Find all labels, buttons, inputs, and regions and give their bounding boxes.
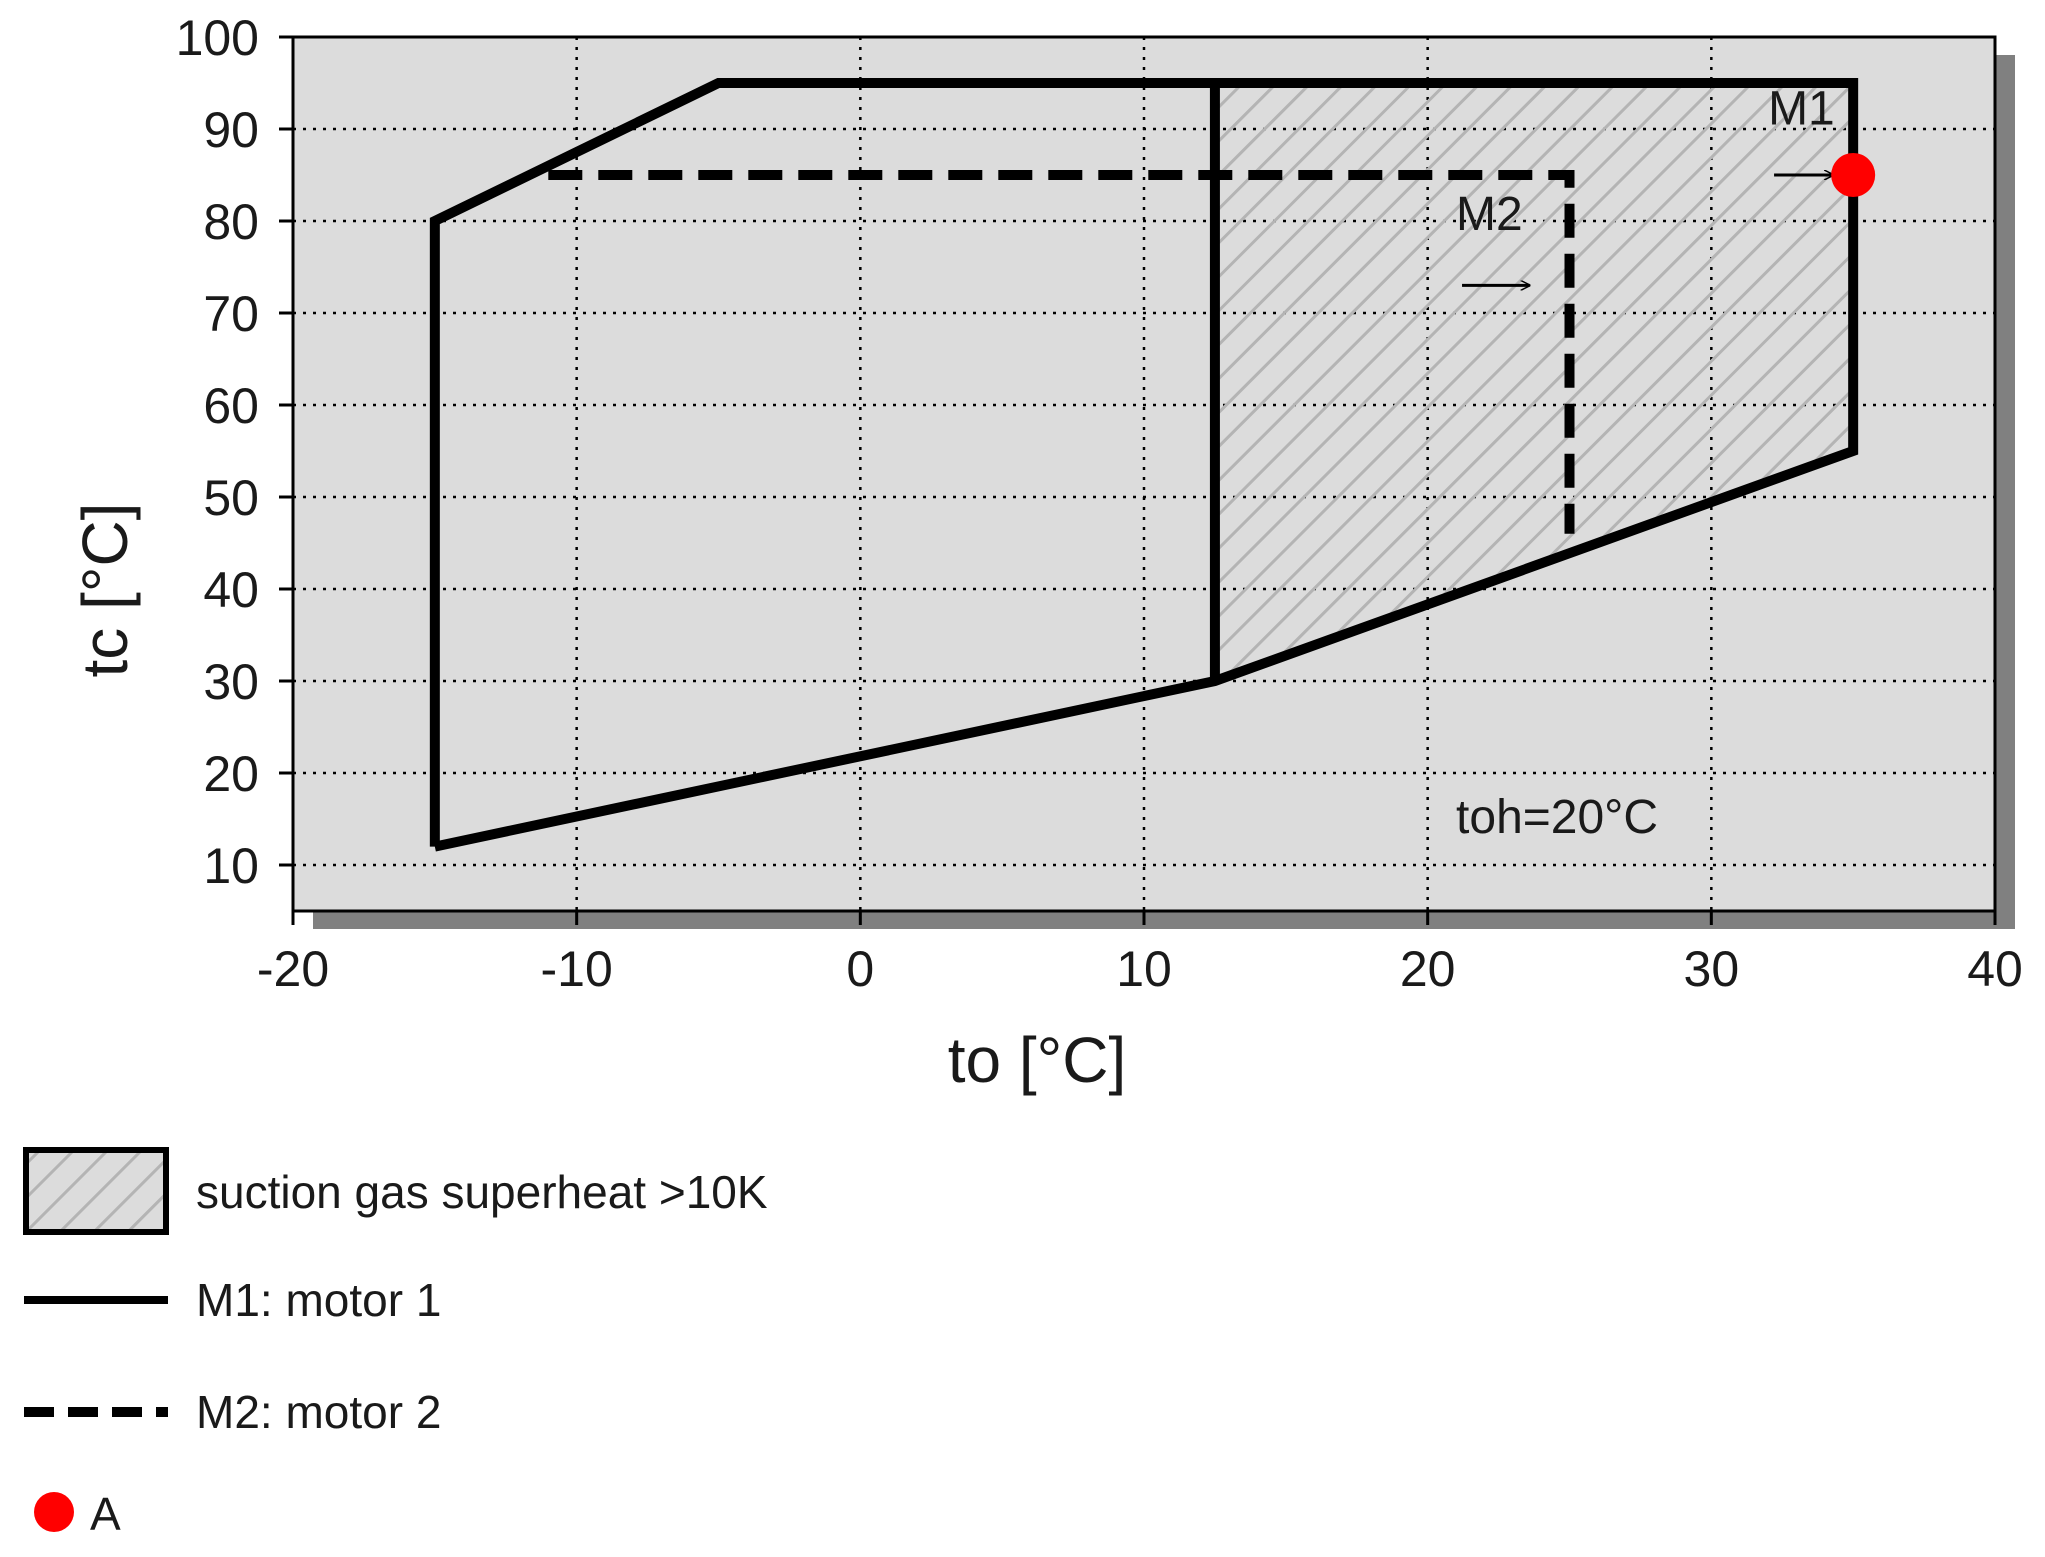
y-tick-label: 30 [203, 654, 259, 710]
legend-item-hatched: suction gas superheat >10K [23, 1147, 768, 1235]
x-tick-label: -20 [257, 941, 329, 997]
legend-item-a: A [34, 1488, 121, 1540]
y-tick-label: 80 [203, 194, 259, 250]
series [429, 78, 1859, 852]
legend: suction gas superheat >10K M1: motor 1 M… [23, 1147, 768, 1540]
hatched-region [1209, 83, 1854, 681]
y-tick-label: 10 [203, 838, 259, 894]
points [1831, 153, 1876, 197]
annotation-toh: toh=20°C [1456, 791, 1658, 844]
x-tick-label: 0 [846, 941, 874, 997]
y-tick-label: 70 [203, 286, 259, 342]
x-tick-label: 10 [1116, 941, 1172, 997]
legend-label-m2: M2: motor 2 [196, 1386, 441, 1438]
y-tick-label: 50 [203, 470, 259, 526]
tick-labels: -20 -10 0 10 20 30 40 10 20 30 40 50 60 70 80 90 100 [176, 10, 2023, 997]
y-tick-label: 60 [203, 378, 259, 434]
series-labels: M1 M2 [1456, 82, 1835, 285]
y-tick-label: 20 [203, 746, 259, 802]
legend-item-m2: M2: motor 2 [24, 1386, 441, 1438]
point-a [1831, 153, 1876, 197]
legend-label-a: A [90, 1488, 121, 1540]
x-tick-label: -10 [541, 941, 613, 997]
y-axis-title: tc [°C] [69, 503, 141, 678]
y-tick-label: 100 [176, 10, 259, 66]
x-axis-title: to [°C] [948, 1024, 1127, 1096]
legend-hatched-pattern [29, 1153, 163, 1229]
series-label-m2: M2 [1456, 188, 1523, 241]
legend-red-dot [34, 1492, 74, 1532]
series-label-m1: M1 [1768, 82, 1835, 135]
legend-label-hatched: suction gas superheat >10K [196, 1166, 768, 1218]
x-tick-label: 30 [1684, 941, 1740, 997]
series-m2-line [548, 170, 1575, 534]
x-tick-label: 20 [1400, 941, 1456, 997]
series-m1-line [429, 78, 1859, 852]
grid [279, 35, 1997, 925]
legend-label-m1: M1: motor 1 [196, 1274, 441, 1326]
y-tick-label: 90 [203, 102, 259, 158]
y-tick-label: 40 [203, 562, 259, 618]
x-tick-label: 40 [1967, 941, 2023, 997]
superheat-region [1214, 83, 1854, 681]
legend-item-m1: M1: motor 1 [24, 1274, 441, 1326]
